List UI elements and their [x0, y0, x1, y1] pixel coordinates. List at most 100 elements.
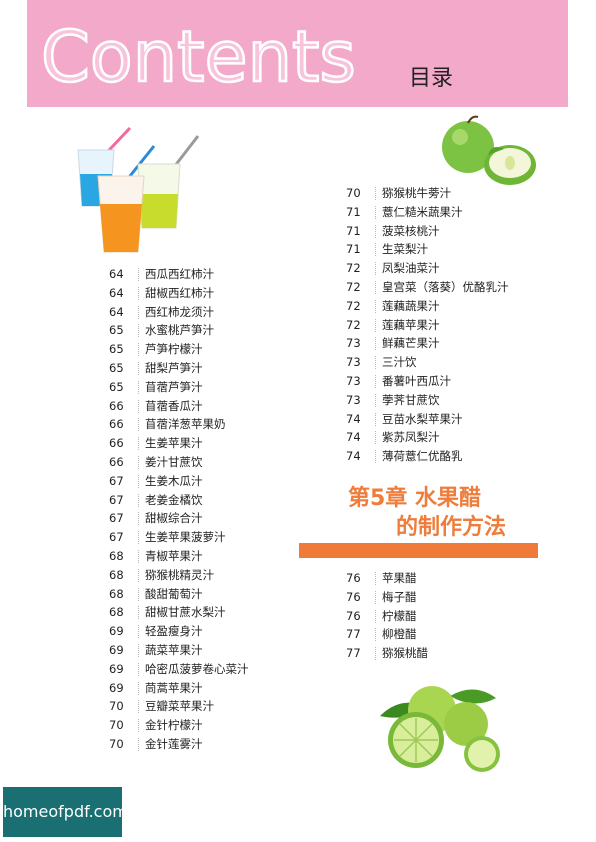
- toc-dotted-separator: [375, 450, 376, 464]
- toc-dotted-separator: [375, 628, 376, 642]
- toc-entry-title: 老姜金橘饮: [145, 492, 203, 507]
- contents-title: Contents: [40, 16, 357, 98]
- toc-page-number: 66: [109, 398, 124, 413]
- toc-page-number: 68: [109, 586, 124, 601]
- toc-page-number: 73: [346, 373, 361, 388]
- toc-page-number: 72: [346, 261, 361, 276]
- toc-page-number: 70: [109, 736, 124, 751]
- toc-page-number: 71: [346, 204, 361, 219]
- toc-dotted-separator: [138, 625, 139, 639]
- toc-page-number: 74: [346, 430, 361, 445]
- toc-entry-title: 猕猴桃醋: [382, 646, 428, 661]
- toc-page-number: 69: [109, 661, 124, 676]
- toc-entry-title: 青椒苹果汁: [145, 548, 203, 563]
- toc-page-number: 68: [109, 548, 124, 563]
- contents-subtitle: 目录: [409, 66, 454, 91]
- toc-dotted-separator: [375, 431, 376, 445]
- toc-page-number: 69: [109, 680, 124, 695]
- toc-page-number: 74: [346, 449, 361, 464]
- toc-entry-title: 皇宫菜（落葵）优酪乳汁: [382, 279, 509, 294]
- toc-dotted-separator: [138, 343, 139, 357]
- toc-dotted-separator: [375, 243, 376, 257]
- toc-dotted-separator: [375, 205, 376, 219]
- toc-page-number: 65: [109, 342, 124, 357]
- toc-page-number: 70: [109, 718, 124, 733]
- chapter-heading: 第5章 水果醋 的制作方法: [348, 486, 506, 540]
- toc-entry-title: 生菜梨汁: [382, 242, 428, 257]
- toc-entry-title: 生姜苹果菠萝汁: [145, 530, 226, 545]
- toc-entry-title: 鲜藕芒果汁: [382, 336, 440, 351]
- toc-dotted-separator: [375, 609, 376, 623]
- toc-page-number: 64: [109, 285, 124, 300]
- toc-page-number: 67: [109, 473, 124, 488]
- toc-dotted-separator: [375, 393, 376, 407]
- toc-entry-title: 甜梨芦笋汁: [145, 360, 203, 375]
- toc-page-number: 64: [109, 304, 124, 319]
- chapter-divider-bar: [299, 543, 538, 558]
- toc-entry-title: 柠檬醋: [382, 608, 417, 623]
- toc-entry-title: 西红柿龙须汁: [145, 304, 214, 319]
- toc-page-number: 70: [109, 699, 124, 714]
- toc-dotted-separator: [375, 224, 376, 238]
- contents-header: Contents 目录: [27, 0, 568, 107]
- toc-page-number: 69: [109, 642, 124, 657]
- toc-dotted-separator: [375, 572, 376, 585]
- toc-entry-title: 芦笋柠檬汁: [145, 342, 203, 357]
- toc-entry-title: 姜汁甘蔗饮: [145, 454, 203, 469]
- toc-dotted-separator: [138, 361, 139, 375]
- toc-dotted-separator: [375, 647, 376, 661]
- toc-entry-title: 轻盈瘦身汁: [145, 624, 203, 639]
- toc-entry-title: 薄荷薏仁优酪乳: [382, 449, 463, 464]
- toc-page-number: 72: [346, 317, 361, 332]
- toc-dotted-separator: [375, 590, 376, 604]
- toc-entry-title: 薏仁糙米蔬果汁: [382, 204, 463, 219]
- toc-dotted-separator: [375, 299, 376, 313]
- toc-dotted-separator: [375, 318, 376, 332]
- toc-page-number: 76: [346, 589, 361, 604]
- toc-entry-title: 甜椒甘蔗水梨汁: [145, 605, 226, 620]
- toc-dotted-separator: [375, 337, 376, 351]
- toc-dotted-separator: [138, 418, 139, 432]
- toc-entry-title: 金针莲雾汁: [145, 736, 203, 751]
- toc-entry-title: 茼蒿苹果汁: [145, 680, 203, 695]
- toc-page-number: 67: [109, 511, 124, 526]
- toc-dotted-separator: [375, 374, 376, 388]
- toc-page-number: 66: [109, 417, 124, 432]
- toc-dotted-separator: [138, 549, 139, 563]
- toc-page-number: 77: [346, 646, 361, 661]
- toc-entry-title: 哈密瓜菠萝卷心菜汁: [145, 661, 249, 676]
- toc-entry-title: 苜蓿洋葱苹果奶: [145, 417, 226, 432]
- toc-dotted-separator: [138, 700, 139, 714]
- toc-entry-title: 梅子醋: [382, 589, 417, 604]
- toc-page-number: 74: [346, 411, 361, 426]
- toc-dotted-separator: [138, 737, 139, 751]
- toc-dotted-separator: [138, 662, 139, 676]
- toc-dotted-separator: [138, 286, 139, 300]
- toc-dotted-separator: [138, 268, 139, 281]
- toc-entry-title: 苹果醋: [382, 571, 417, 585]
- chapter-title-line2: 的制作方法: [396, 515, 507, 540]
- toc-page-number: 72: [346, 279, 361, 294]
- toc-dotted-separator: [375, 262, 376, 276]
- toc-page-number: 73: [346, 355, 361, 370]
- toc-dotted-separator: [138, 719, 139, 733]
- toc-entry-title: 豆苗水梨苹果汁: [382, 411, 463, 426]
- toc-page-number: 72: [346, 298, 361, 313]
- toc-page-number: 77: [346, 627, 361, 642]
- toc-page-number: 68: [109, 567, 124, 582]
- toc-dotted-separator: [138, 399, 139, 413]
- toc-entry-title: 生姜木瓜汁: [145, 473, 203, 488]
- chapter-title-line1: 第5章 水果醋: [348, 486, 481, 511]
- toc-entry-title: 凤梨油菜汁: [382, 261, 440, 276]
- toc-page-number: 70: [346, 186, 361, 200]
- toc-entry-title: 甜椒西红柿汁: [145, 285, 214, 300]
- toc-page-number: 67: [109, 530, 124, 545]
- toc-page-number: 64: [109, 267, 124, 281]
- toc-page-number: 66: [109, 436, 124, 451]
- toc-entry-title: 酸甜葡萄汁: [145, 586, 203, 601]
- toc-entry-title: 紫苏凤梨汁: [382, 430, 440, 445]
- toc-entry-title: 荸荠甘蔗饮: [382, 392, 440, 407]
- toc-page-number: 65: [109, 323, 124, 338]
- toc-entry-title: 蔬菜苹果汁: [145, 642, 203, 657]
- toc-dotted-separator: [375, 412, 376, 426]
